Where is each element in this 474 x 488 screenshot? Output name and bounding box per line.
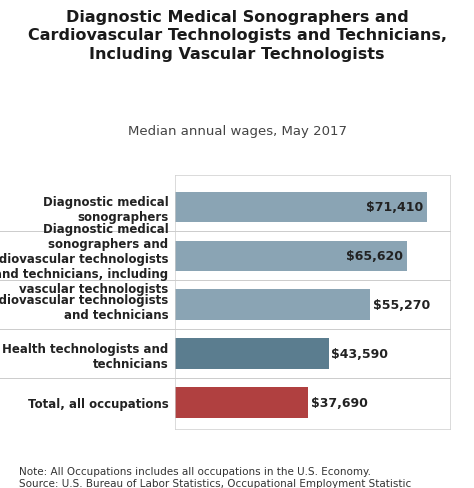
Bar (175, 290, 370, 320)
Text: $65,620: $65,620 (346, 250, 403, 263)
Bar (175, 339, 329, 369)
Text: $37,690: $37,690 (310, 396, 367, 409)
Bar (175, 192, 427, 223)
Text: $43,590: $43,590 (331, 347, 389, 360)
Text: Median annual wages, May 2017: Median annual wages, May 2017 (128, 124, 346, 138)
Bar (175, 241, 407, 271)
Text: Note: All Occupations includes all occupations in the U.S. Economy.
Source: U.S.: Note: All Occupations includes all occup… (19, 467, 411, 488)
Bar (175, 387, 308, 418)
Text: $71,410: $71,410 (366, 201, 424, 214)
Text: Diagnostic Medical Sonographers and
Cardiovascular Technologists and Technicians: Diagnostic Medical Sonographers and Card… (27, 10, 447, 62)
Text: $55,270: $55,270 (373, 299, 430, 311)
